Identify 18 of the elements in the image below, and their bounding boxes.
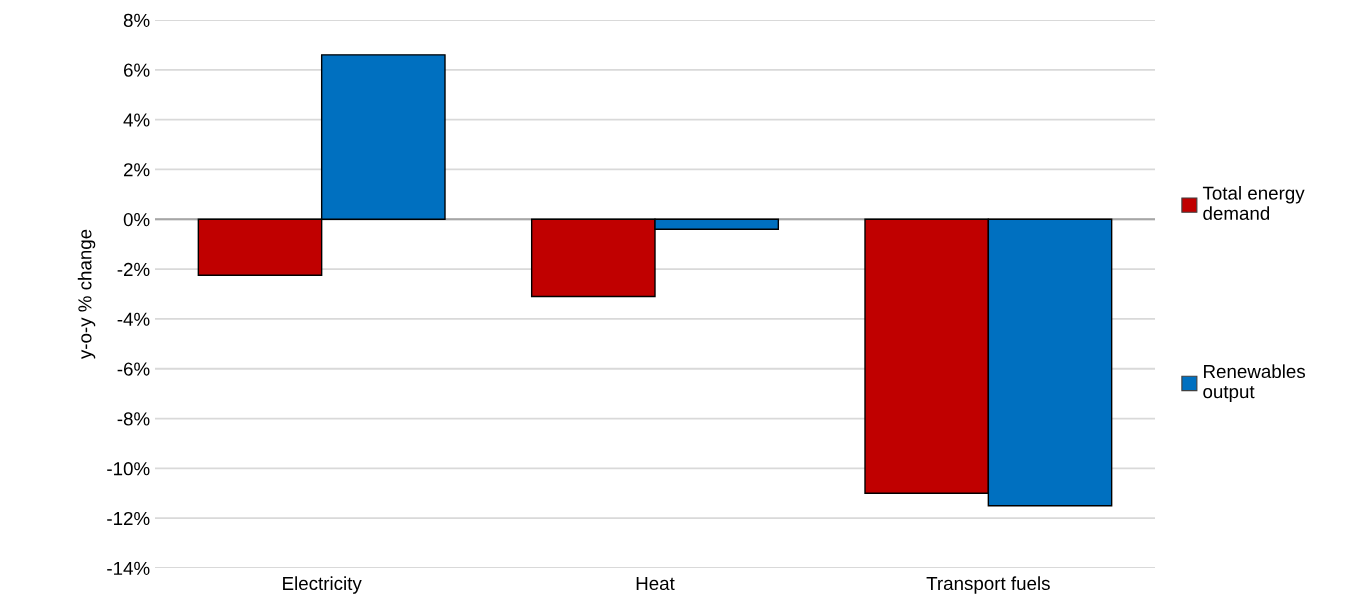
- x-tick-label: Heat: [636, 577, 675, 591]
- legend-label: Total energy demand: [1202, 186, 1305, 220]
- y-tick-label: -12%: [107, 511, 150, 526]
- y-axis-title: y-o-y % change: [77, 229, 96, 360]
- y-tick-label: 0%: [123, 212, 150, 227]
- legend-label: Renewables output: [1203, 364, 1306, 402]
- y-tick-label: -6%: [117, 362, 150, 376]
- y-tick-label: -2%: [117, 262, 150, 276]
- x-tick-label: Transport fuels: [926, 576, 1050, 594]
- y-tick-label: -4%: [117, 312, 150, 326]
- x-tick-label: Electricity: [283, 576, 362, 594]
- y-tick-label: 8%: [123, 13, 150, 27]
- y-tick-label: 4%: [123, 113, 150, 127]
- y-tick-label: 6%: [123, 63, 150, 77]
- y-tick-label: -8%: [117, 412, 150, 426]
- y-tick-label: 2%: [123, 163, 150, 177]
- y-tick-label: -10%: [107, 462, 150, 476]
- y-tick-label: -14%: [107, 561, 150, 575]
